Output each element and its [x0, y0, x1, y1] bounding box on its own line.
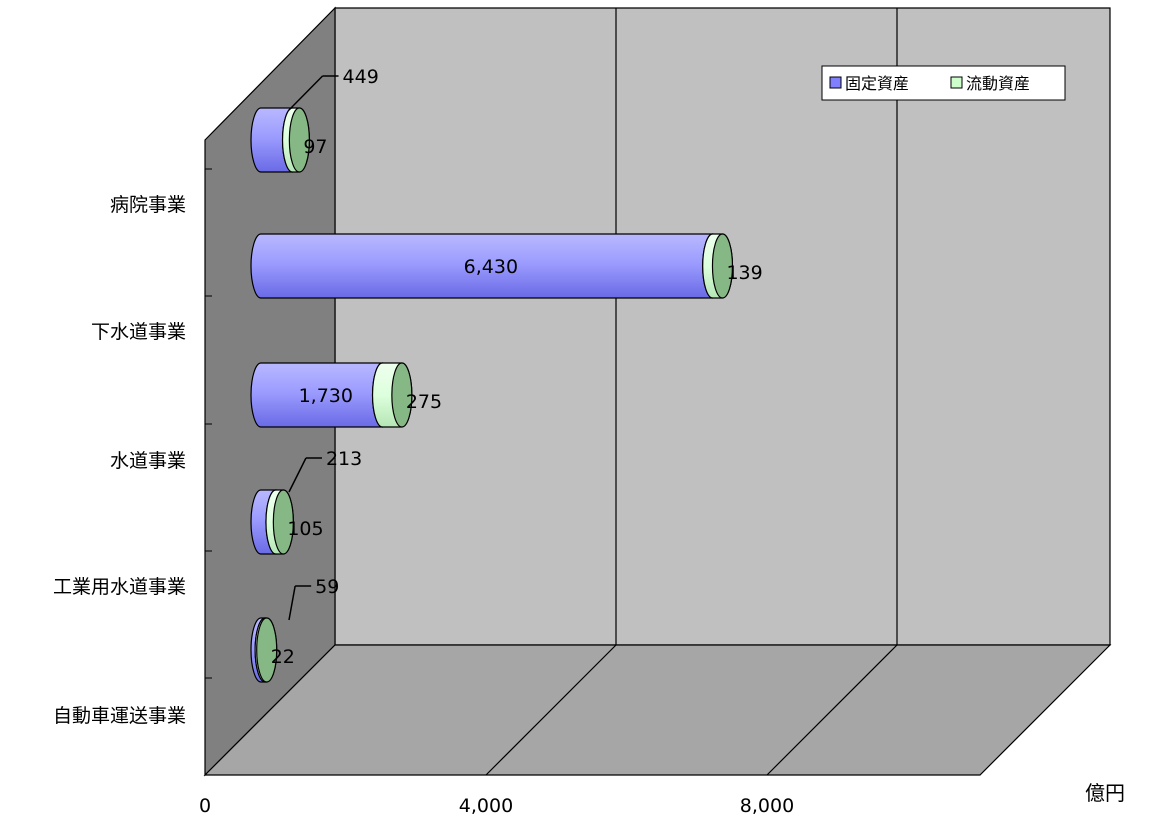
leader-line — [288, 585, 296, 621]
legend-box — [821, 65, 1066, 101]
gridlines — [205, 8, 898, 776]
bar-current-assets — [702, 233, 734, 299]
data-label-fixed-assets: 213 — [326, 448, 362, 470]
legend-swatch-fixed-assets — [829, 76, 842, 89]
category-label: 病院事業 — [110, 194, 186, 216]
data-label-fixed-assets: 449 — [343, 66, 379, 88]
x-tick-label: 8,000 — [740, 795, 794, 817]
back-wall — [334, 7, 1111, 646]
data-label-fixed-assets: 1,730 — [299, 385, 353, 407]
x-axis-unit: 億円 — [1085, 781, 1125, 805]
data-labels: 449 97 6,430 139 1,730 275 213 105 59 22 — [271, 66, 763, 668]
bar-current-assets — [281, 107, 310, 173]
category-label: 自動車運送事業 — [53, 705, 186, 727]
bar-current-assets — [265, 489, 294, 555]
leader-line — [288, 75, 324, 111]
data-label-fixed-assets: 6,430 — [464, 256, 518, 278]
category-label: 水道事業 — [110, 450, 186, 472]
bar-current-assets — [371, 362, 413, 428]
floor — [203, 644, 1112, 776]
leader-lines — [288, 75, 339, 621]
data-label-fixed-assets: 59 — [315, 576, 339, 598]
category-label: 下水道事業 — [91, 321, 186, 343]
legend-swatch-current-assets — [950, 76, 963, 89]
x-tick-label: 0 — [199, 795, 211, 817]
data-label-current-assets: 275 — [406, 391, 442, 413]
legend-label-fixed-assets: 固定資産 — [845, 74, 909, 93]
category-label: 工業用水道事業 — [53, 576, 186, 598]
data-label-current-assets: 105 — [287, 518, 323, 540]
data-label-current-assets: 139 — [726, 262, 762, 284]
legend: 固定資産 流動資産 — [821, 65, 1066, 101]
data-label-current-assets: 22 — [271, 646, 295, 668]
x-tick-label: 4,000 — [459, 795, 513, 817]
legend-label-current-assets: 流動資産 — [966, 74, 1030, 93]
gridline-floor-1 — [485, 644, 617, 776]
x-tick-labels: 0 4,000 8,000 — [199, 795, 794, 817]
gridline-floor-2 — [766, 644, 898, 776]
data-label-current-assets: 97 — [303, 136, 327, 158]
bar-current-assets — [254, 617, 278, 683]
leader-line — [288, 457, 307, 493]
bars — [250, 107, 734, 683]
